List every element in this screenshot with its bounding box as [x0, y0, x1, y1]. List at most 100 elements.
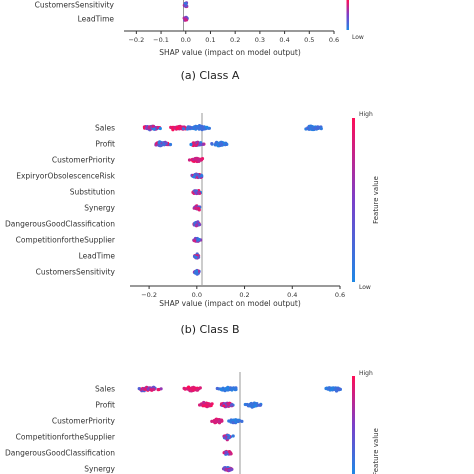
shap-dot [200, 174, 204, 178]
shap-dot [307, 124, 311, 128]
shap-dot [142, 387, 147, 391]
panel-a-dots [182, 1, 189, 22]
shap-dot [198, 386, 202, 390]
shap-dot [197, 127, 201, 131]
shap-dot [197, 190, 201, 195]
x-tick-label: −0.2 [141, 291, 157, 299]
shap-dot [196, 173, 200, 177]
panel-b-caption: (b) Class B [180, 323, 239, 336]
shap-dot [204, 404, 208, 408]
x-tick-label: 0.3 [255, 36, 265, 44]
shap-dot [333, 387, 337, 392]
feature-label-leadtime: LeadTime [79, 252, 116, 261]
shap-dot [152, 127, 156, 131]
panel-b-feature-labels: Sales Profit CustomerPriority ExpiryorObsol… [5, 124, 116, 277]
x-tick-label: −0.1 [153, 36, 169, 44]
x-tick-label: 0.2 [230, 36, 240, 44]
shap-dot [210, 419, 214, 423]
shap-dot [187, 158, 192, 162]
shap-dot [327, 387, 331, 391]
feature-label-synergy: Synergy [84, 204, 115, 213]
shap-dot [196, 238, 200, 242]
feature-label-dangerousgoodclassification: DangerousGoodClassification [5, 220, 115, 229]
shap-dot [159, 143, 163, 147]
shap-dot [191, 387, 196, 391]
shap-dot [236, 419, 240, 423]
x-tick-label: 0.4 [287, 291, 297, 299]
shap-dot [230, 387, 234, 391]
shap-dot [194, 143, 198, 147]
shap-dot [227, 450, 231, 454]
shap-dot [249, 402, 253, 406]
shap-dot [310, 126, 314, 130]
shap-dot [225, 467, 229, 472]
panel-a-colorbar [346, 0, 349, 30]
panel-b-dots [142, 124, 323, 276]
feature-label-leadtime: LeadTime [78, 15, 115, 24]
shap-dot [230, 403, 234, 407]
shap-dot [213, 143, 217, 147]
shap-dot [145, 126, 149, 131]
shap-dot [316, 125, 320, 129]
panel-b-x-axis-label: SHAP value (impact on model output) [159, 299, 301, 308]
panel-c-colorbar [352, 376, 355, 474]
shap-dot [218, 143, 222, 147]
x-tick-label: 0.0 [181, 36, 191, 44]
shap-dot [137, 387, 141, 391]
shap-dot [152, 387, 156, 391]
feature-label-expiryorobsolescencerisk: ExpiryorObsolescenceRisk [16, 172, 115, 181]
shap-dot [231, 434, 235, 438]
shap-dot [214, 420, 218, 424]
shap-dot [222, 404, 226, 408]
panel-b-colorbar-low: Low [359, 284, 371, 291]
panel-c-colorbar-high: High [359, 370, 373, 377]
x-tick-label: −0.2 [128, 36, 144, 44]
shap-dot [183, 387, 187, 391]
x-tick-label: 0.2 [239, 291, 249, 299]
feature-label-customerssensitivity: CustomersSensitivity [35, 1, 115, 10]
panel-a-caption: (a) Class A [181, 69, 240, 82]
feature-label-competitionforthesupplier: CompetitionfortheSupplier [16, 236, 116, 245]
shap-dot [215, 386, 219, 391]
shap-dot [208, 402, 212, 406]
shap-dot [168, 142, 173, 147]
x-tick-label: 0.0 [192, 291, 202, 299]
shap-dot [189, 142, 193, 147]
panel-c-feature-labels: Sales Profit CustomerPriority Competitionfo… [5, 385, 116, 474]
shap-dot [202, 400, 206, 405]
shap-dot [195, 223, 199, 227]
panel-b-colorbar-high: High [359, 111, 373, 118]
shap-dot [183, 4, 187, 8]
shap-dot [205, 125, 209, 129]
shap-dot [194, 126, 198, 130]
shap-dot [258, 403, 262, 407]
shap-dot [158, 126, 162, 131]
shap-dot [173, 126, 177, 130]
panel-b-colorbar [352, 118, 355, 282]
shap-dot [192, 175, 196, 179]
panel-b: Sales Profit CustomerPriority ExpiryorObsol… [5, 111, 380, 336]
shap-dot [159, 387, 163, 391]
feature-label-profit: Profit [95, 401, 115, 410]
shap-dot [193, 270, 198, 274]
shap-dot [195, 206, 199, 210]
shap-dot [201, 142, 205, 146]
panel-a-x-axis-label: SHAP value (impact on model output) [159, 48, 301, 57]
shap-dot [202, 127, 206, 131]
x-tick-label: 0.4 [279, 36, 289, 44]
shap-dot [157, 141, 161, 145]
shap-dot [196, 140, 200, 144]
shap-dot [232, 418, 236, 422]
shap-dot [195, 388, 199, 392]
feature-label-profit: Profit [95, 140, 115, 149]
feature-label-customerssensitivity: CustomersSensitivity [36, 268, 116, 277]
shap-dot [188, 388, 192, 392]
shap-dot [191, 157, 195, 161]
x-tick-label: 0.6 [329, 36, 339, 44]
panel-c: Sales Profit CustomerPriority Competitionfo… [5, 370, 380, 474]
panel-a-feature-labels: CustomersSensitivity LeadTime [35, 1, 115, 24]
panel-a: CustomersSensitivity LeadTime −0.2 −0.1 0.0… [35, 0, 364, 82]
shap-dot [175, 126, 179, 130]
panel-c-colorbar-title: Feature value [372, 428, 380, 474]
shap-dot [181, 127, 186, 131]
